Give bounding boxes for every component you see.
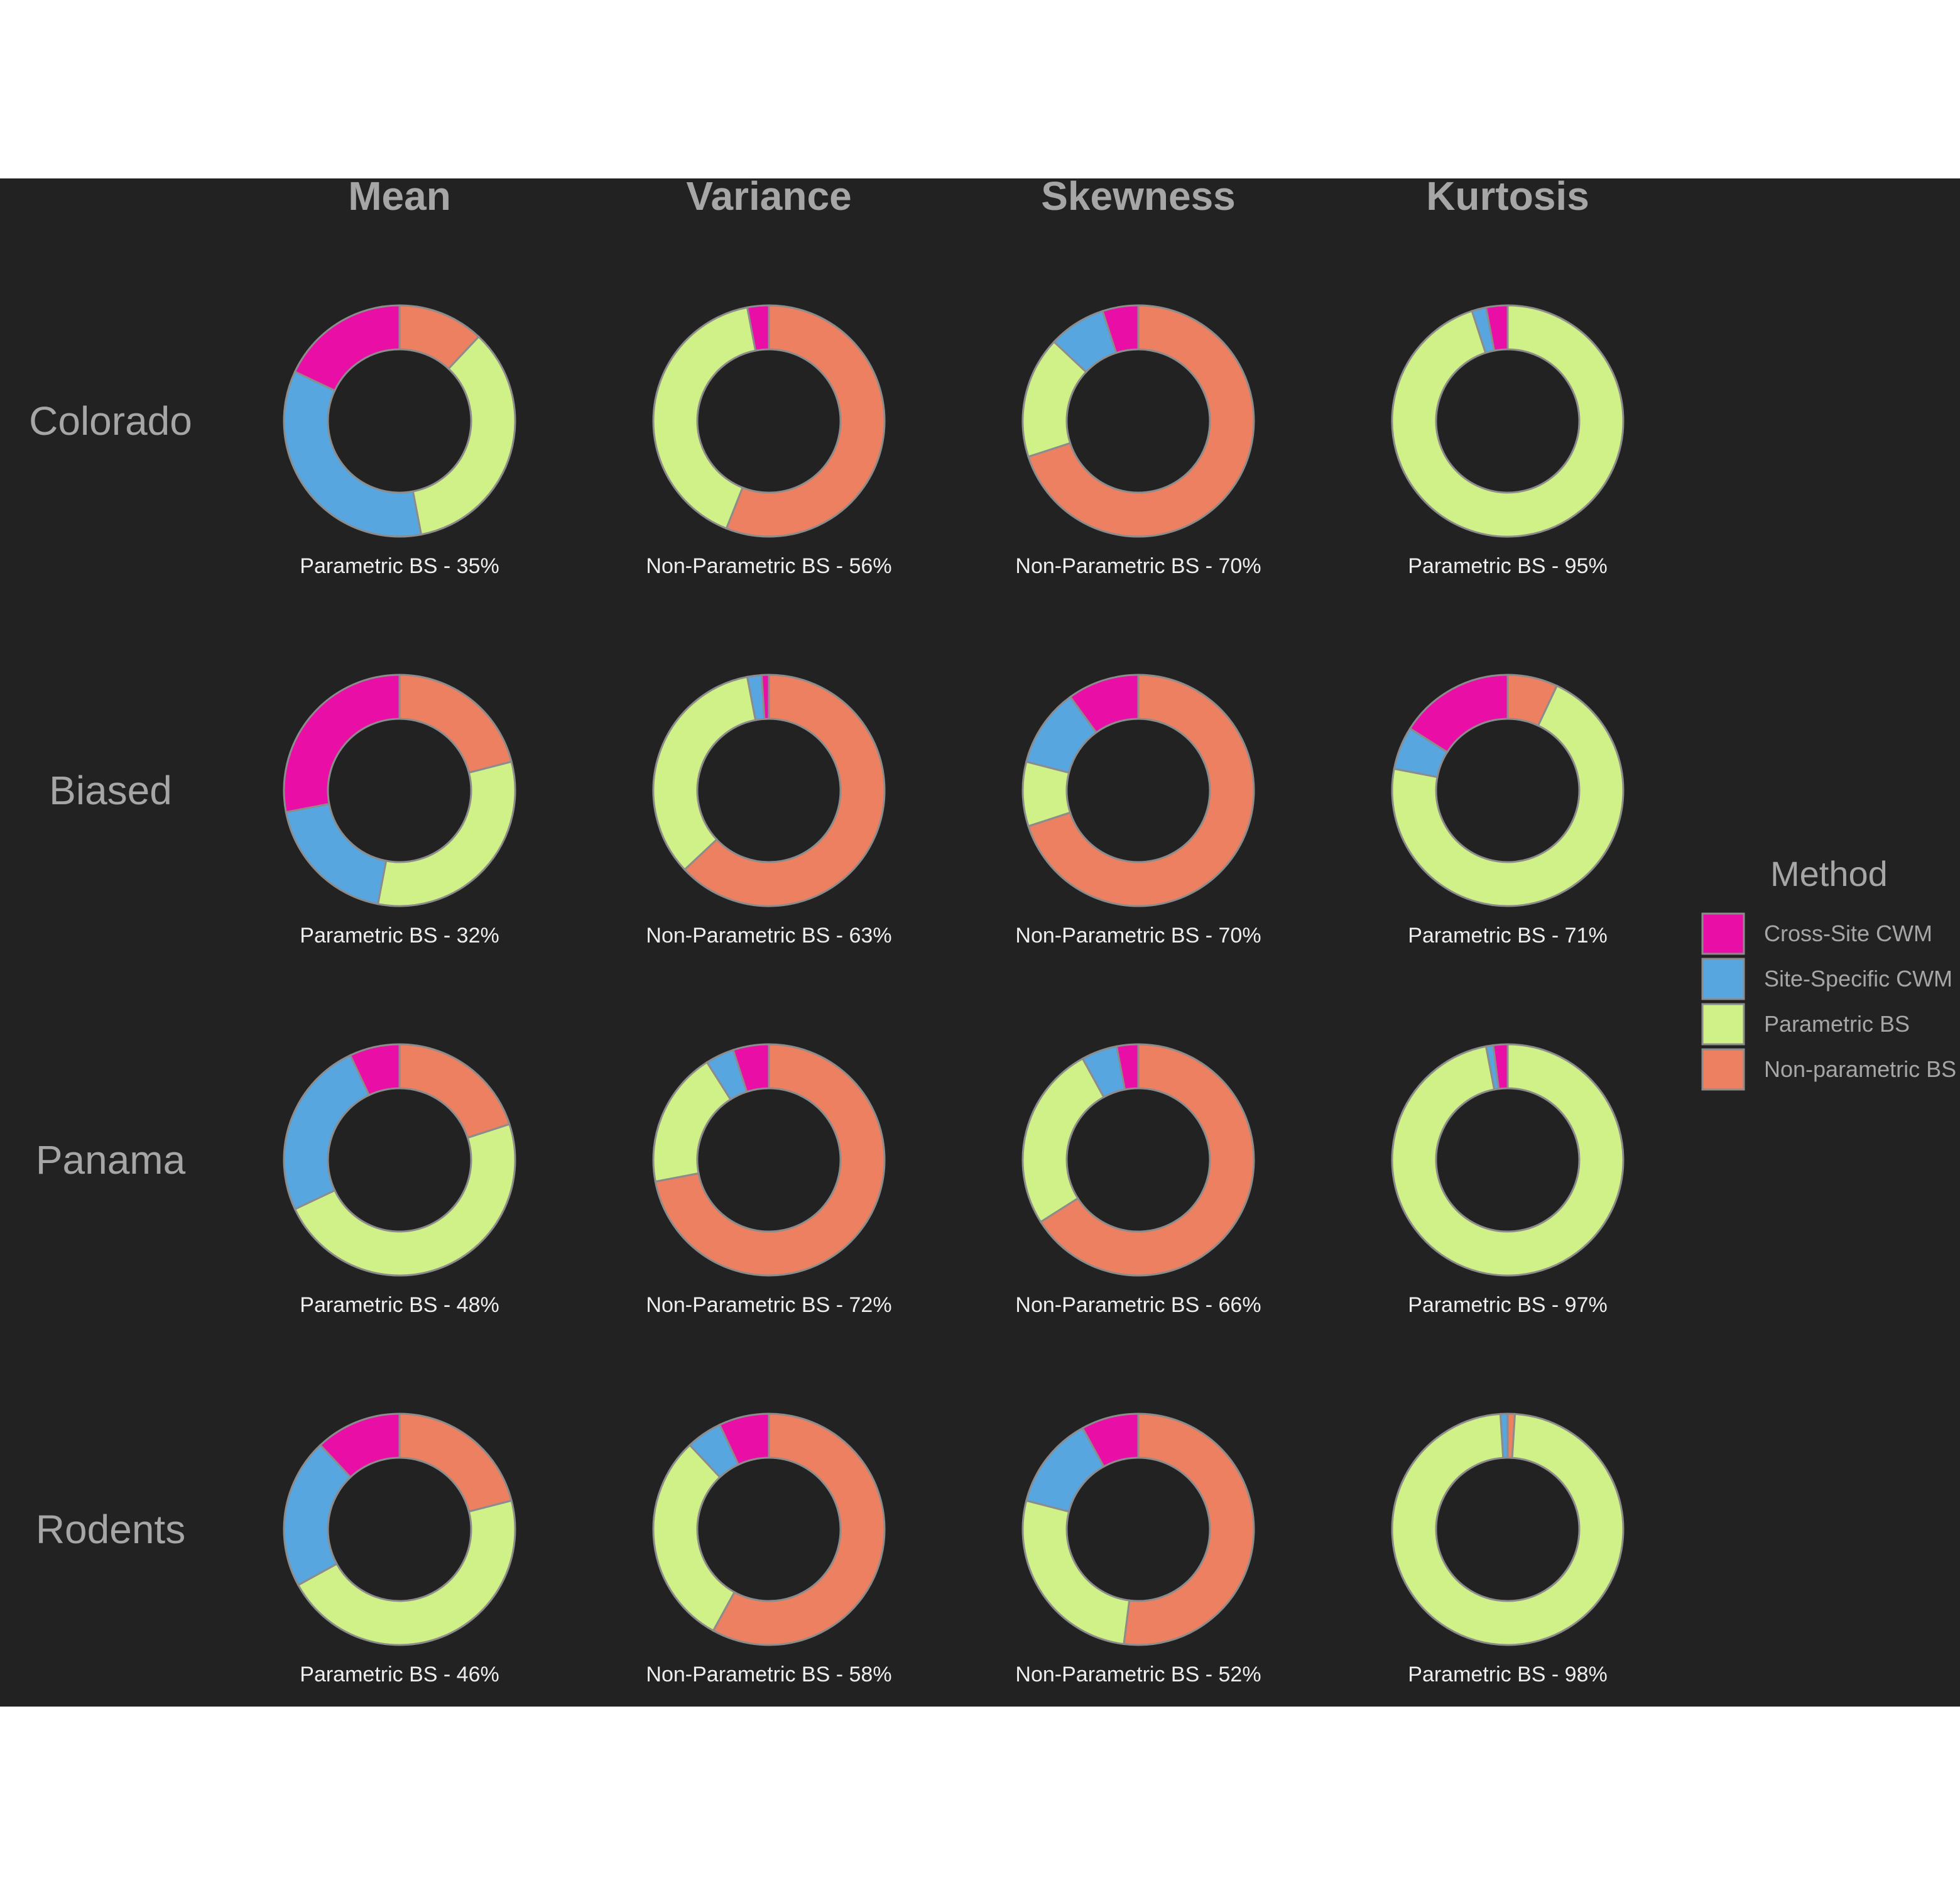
donut-label: Parametric BS - 48% bbox=[300, 1293, 499, 1317]
legend-label-parametric-bs: Parametric BS bbox=[1764, 1011, 1910, 1037]
donut-rodents-kurtosis: Parametric BS - 98% bbox=[1391, 1412, 1625, 1686]
slice-parametric-bs bbox=[652, 1443, 736, 1632]
slice-non-parametric-bs bbox=[398, 674, 513, 774]
slice-cross-site-cwm bbox=[1408, 674, 1509, 753]
donut-biased-kurtosis: Parametric BS - 71% bbox=[1391, 674, 1625, 948]
donut-label: Parametric BS - 46% bbox=[300, 1663, 499, 1686]
slice-parametric-bs bbox=[1391, 304, 1625, 538]
donut-biased-variance: Non-Parametric BS - 63% bbox=[646, 674, 892, 948]
row-label-colorado: Colorado bbox=[29, 398, 192, 444]
donut-label: Parametric BS - 35% bbox=[300, 554, 499, 578]
slice-parametric-bs bbox=[376, 760, 516, 907]
slice-cross-site-cwm bbox=[732, 1043, 770, 1093]
slice-non-parametric-bs bbox=[1123, 1412, 1255, 1646]
slice-non-parametric-bs bbox=[398, 1412, 513, 1513]
legend-label-cross-site-cwm: Cross-Site CWM bbox=[1764, 921, 1932, 946]
slice-non-parametric-bs bbox=[712, 1412, 886, 1646]
slice-parametric-bs bbox=[297, 1499, 516, 1646]
slice-cross-site-cwm bbox=[1081, 1412, 1140, 1468]
slice-parametric-bs bbox=[1021, 1057, 1106, 1223]
slice-non-parametric-bs bbox=[1027, 304, 1255, 538]
slice-non-parametric-bs bbox=[1027, 674, 1255, 907]
donut-label: Parametric BS - 95% bbox=[1408, 554, 1607, 578]
donut-label: Non-Parametric BS - 52% bbox=[1015, 1663, 1261, 1686]
slice-parametric-bs bbox=[1391, 1043, 1625, 1277]
legend-title: Method bbox=[1770, 854, 1888, 893]
legend-swatch-parametric-bs bbox=[1701, 1003, 1745, 1046]
row-label-rodents: Rodents bbox=[36, 1507, 185, 1552]
donut-colorado-mean: Parametric BS - 35% bbox=[283, 304, 516, 578]
donut-label: Non-Parametric BS - 70% bbox=[1015, 924, 1261, 948]
row-label-panama: Panama bbox=[36, 1137, 186, 1183]
donut-rodents-variance: Non-Parametric BS - 58% bbox=[646, 1412, 892, 1686]
slice-parametric-bs bbox=[293, 1123, 516, 1277]
slice-parametric-bs bbox=[411, 335, 516, 536]
donut-panama-variance: Non-Parametric BS - 72% bbox=[646, 1043, 892, 1317]
slice-cross-site-cwm bbox=[1492, 1043, 1509, 1090]
donut-label: Parametric BS - 98% bbox=[1408, 1663, 1607, 1686]
slice-non-parametric-bs bbox=[654, 1043, 886, 1277]
donut-panama-skewness: Non-Parametric BS - 66% bbox=[1015, 1043, 1261, 1317]
donut-biased-skewness: Non-Parametric BS - 70% bbox=[1015, 674, 1261, 948]
donut-colorado-variance: Non-Parametric BS - 56% bbox=[646, 304, 892, 578]
donut-label: Non-Parametric BS - 66% bbox=[1015, 1293, 1261, 1317]
slice-parametric-bs bbox=[652, 675, 757, 871]
slice-cross-site-cwm bbox=[318, 1412, 401, 1479]
slice-non-parametric-bs bbox=[725, 304, 886, 538]
slice-non-parametric-bs bbox=[683, 674, 886, 907]
donut-grid-chart: Mean Variance Skewness Kurtosis Colorado Bias… bbox=[29, 178, 1956, 1686]
slice-cross-site-cwm bbox=[746, 304, 770, 352]
slice-parametric-bs bbox=[1391, 1412, 1625, 1646]
row-label-biased: Biased bbox=[49, 768, 172, 813]
donut-rodents-skewness: Non-Parametric BS - 52% bbox=[1015, 1412, 1261, 1686]
slice-site-specific-cwm bbox=[1499, 1412, 1509, 1459]
column-title-skewness: Skewness bbox=[1041, 178, 1236, 219]
legend-label-site-specific-cwm: Site-Specific CWM bbox=[1764, 966, 1952, 992]
donut-label: Non-Parametric BS - 58% bbox=[646, 1663, 891, 1686]
donut-label: Non-Parametric BS - 70% bbox=[1015, 554, 1261, 578]
slice-site-specific-cwm bbox=[283, 1054, 371, 1211]
donut-label: Non-Parametric BS - 56% bbox=[646, 554, 891, 578]
donut-label: Non-Parametric BS - 72% bbox=[646, 1293, 891, 1317]
legend-label-non-parametric-bs: Non-parametric BS bbox=[1764, 1056, 1956, 1082]
slice-cross-site-cwm bbox=[760, 674, 770, 720]
legend-swatch-non-parametric-bs bbox=[1701, 1048, 1745, 1091]
donut-label: Parametric BS - 97% bbox=[1408, 1293, 1607, 1317]
slice-parametric-bs bbox=[652, 306, 757, 530]
slice-cross-site-cwm bbox=[1101, 304, 1140, 354]
column-title-mean: Mean bbox=[348, 178, 451, 219]
slice-parametric-bs bbox=[1391, 684, 1625, 907]
donut-label: Parametric BS - 32% bbox=[300, 924, 499, 948]
donut-label: Parametric BS - 71% bbox=[1408, 924, 1607, 948]
slice-site-specific-cwm bbox=[285, 802, 388, 905]
donut-rodents-mean: Parametric BS - 46% bbox=[283, 1412, 516, 1686]
donut-biased-mean: Parametric BS - 32% bbox=[283, 674, 516, 948]
column-title-kurtosis: Kurtosis bbox=[1426, 178, 1589, 219]
slice-cross-site-cwm bbox=[1115, 1043, 1140, 1091]
slice-cross-site-cwm bbox=[349, 1043, 401, 1096]
slice-non-parametric-bs bbox=[398, 1043, 511, 1139]
slice-cross-site-cwm bbox=[718, 1412, 770, 1466]
legend-swatch-site-specific-cwm bbox=[1701, 958, 1745, 1000]
donut-panama-mean: Parametric BS - 48% bbox=[283, 1043, 516, 1317]
slice-cross-site-cwm bbox=[1484, 304, 1509, 352]
slice-cross-site-cwm bbox=[1069, 674, 1140, 734]
column-title-variance: Variance bbox=[686, 178, 851, 219]
donut-colorado-skewness: Non-Parametric BS - 70% bbox=[1015, 304, 1261, 578]
slice-site-specific-cwm bbox=[283, 1443, 352, 1587]
chart-panel: Mean Variance Skewness Kurtosis Colorado Bias… bbox=[0, 178, 1960, 1707]
legend-swatch-cross-site-cwm bbox=[1701, 912, 1745, 955]
donut-colorado-kurtosis: Parametric BS - 95% bbox=[1391, 304, 1625, 578]
slice-cross-site-cwm bbox=[293, 304, 401, 392]
slice-cross-site-cwm bbox=[283, 674, 401, 814]
donut-panama-kurtosis: Parametric BS - 97% bbox=[1391, 1043, 1625, 1317]
slice-site-specific-cwm bbox=[283, 370, 423, 538]
slice-parametric-bs bbox=[1021, 1499, 1131, 1646]
donut-label: Non-Parametric BS - 63% bbox=[646, 924, 891, 948]
slice-non-parametric-bs bbox=[1039, 1043, 1255, 1277]
